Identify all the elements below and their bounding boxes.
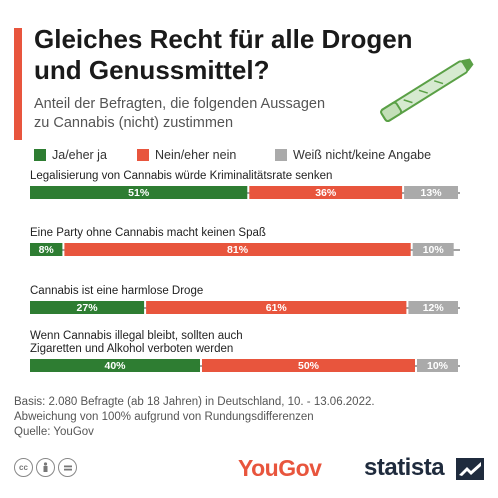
- footnote-basis: Basis: 2.080 Befragte (ab 18 Jahren) in …: [14, 396, 375, 408]
- statista-logo-text[interactable]: statista: [364, 454, 445, 481]
- data-label: 36%: [315, 187, 337, 199]
- legend-item-unknown: Weiß nicht/keine Angabe: [275, 148, 431, 162]
- bar-segment: [64, 243, 411, 256]
- license-icons: cc: [14, 458, 77, 477]
- data-label: 12%: [423, 302, 445, 314]
- statista-logo-icon[interactable]: [456, 458, 484, 480]
- footnote-rounding: Abweichung von 100% aufgrund von Rundung…: [14, 411, 314, 423]
- legend-item-yes: Ja/eher ja: [34, 148, 107, 162]
- data-label: 10%: [427, 360, 449, 372]
- chart-subtitle: Anteil der Befragten, die folgenden Auss…: [34, 95, 364, 133]
- legend-label-no: Nein/eher nein: [155, 148, 237, 162]
- category-label: Eine Party ohne Cannabis macht keinen Sp…: [30, 227, 266, 239]
- bar-segment: [404, 186, 458, 199]
- cc-icon[interactable]: cc: [14, 458, 33, 477]
- bar-segment: [30, 301, 145, 314]
- nd-icon[interactable]: [58, 458, 77, 477]
- category-label: Legalisierung von Cannabis würde Krimina…: [30, 170, 332, 182]
- bar-segment: [30, 359, 200, 372]
- data-label: 13%: [421, 187, 443, 199]
- joint-icon: [380, 58, 474, 122]
- bar-segment: [408, 301, 458, 314]
- legend-item-no: Nein/eher nein: [137, 148, 236, 162]
- legend-swatch-unknown: [275, 149, 287, 161]
- footnote: Basis: 2.080 Befragte (ab 18 Jahren) in …: [14, 395, 484, 440]
- legend-swatch-no: [137, 149, 149, 161]
- footnote-source: Quelle: YouGov: [14, 426, 94, 438]
- bar-segment: [202, 359, 415, 372]
- bar-segment: [30, 243, 63, 256]
- data-label: 10%: [423, 244, 445, 256]
- bar-segment: [417, 359, 458, 372]
- legend-label-yes: Ja/eher ja: [52, 148, 107, 162]
- subtitle-line-1: Anteil der Befragten, die folgenden Auss…: [34, 96, 326, 112]
- data-label: 50%: [298, 360, 320, 372]
- data-label: 81%: [227, 244, 249, 256]
- stacked-bar-chart: Legalisierung von Cannabis würde Krimina…: [30, 170, 460, 372]
- accent-bar: [14, 28, 22, 140]
- data-label: 8%: [39, 244, 55, 256]
- bar-segment: [249, 186, 403, 199]
- legend-swatch-yes: [34, 149, 46, 161]
- data-label: 40%: [104, 360, 126, 372]
- data-label: 61%: [266, 302, 288, 314]
- category-label: Zigaretten und Alkohol verboten werden: [30, 343, 233, 355]
- bar-segment: [30, 186, 248, 199]
- legend-label-unknown: Weiß nicht/keine Angabe: [293, 148, 432, 162]
- by-icon[interactable]: [36, 458, 55, 477]
- subtitle-line-2: zu Cannabis (nicht) zustimmen: [34, 115, 234, 131]
- category-label: Cannabis ist eine harmlose Droge: [30, 285, 203, 297]
- yougov-logo[interactable]: YouGov: [238, 455, 322, 481]
- data-label: 27%: [77, 302, 99, 314]
- bar-segment: [146, 301, 407, 314]
- category-label: Wenn Cannabis illegal bleibt, sollten au…: [30, 330, 243, 342]
- chart-title: Gleiches Recht für alle Drogen und Genus…: [34, 24, 454, 86]
- title-line-1: Gleiches Recht für alle Drogen: [34, 24, 413, 54]
- data-label: 51%: [128, 187, 150, 199]
- bar-segment: [412, 243, 454, 256]
- title-line-2: und Genussmittel?: [34, 55, 270, 85]
